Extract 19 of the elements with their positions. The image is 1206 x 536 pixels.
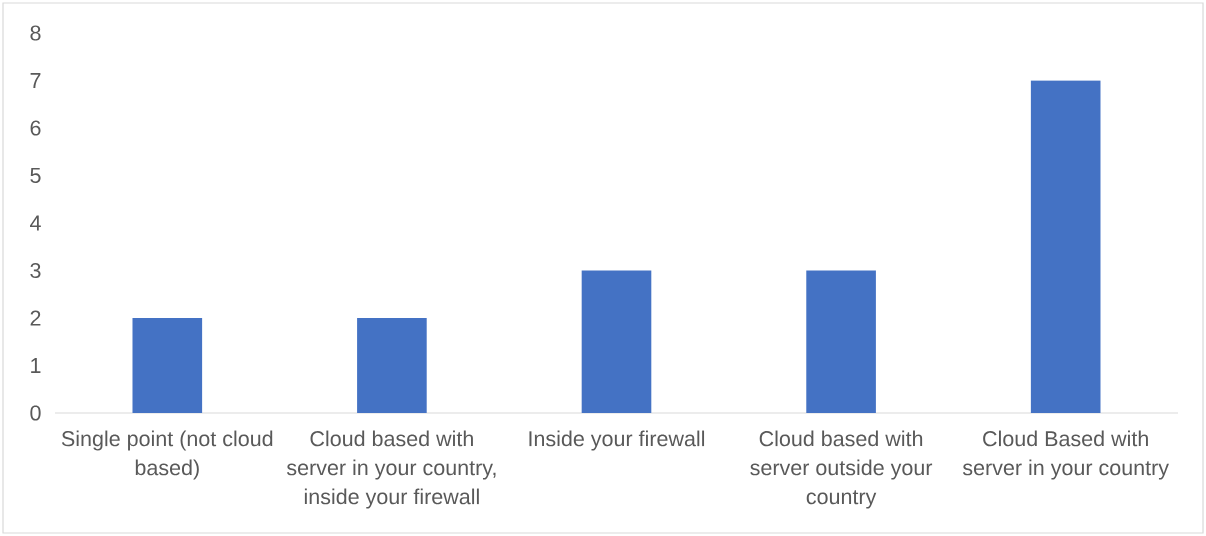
x-tick-label: Cloud Based with server in your country [962, 430, 1169, 480]
bar [357, 318, 427, 413]
y-tick-label: 3 [30, 262, 41, 279]
bar [1030, 80, 1101, 413]
y-tick-label: 4 [30, 215, 41, 231]
y-tick-label: 8 [30, 25, 41, 41]
x-tick-label: Single point (not cloud based) [61, 430, 273, 480]
x-tick-label: Cloud based with server in your country, inside your firewall [286, 430, 496, 509]
bar [806, 270, 876, 413]
y-tick-label: 6 [30, 120, 41, 136]
y-tick-label: 5 [30, 168, 41, 183]
y-tick-label: 7 [30, 73, 41, 88]
y-tick-label: 1 [31, 358, 41, 373]
y-tick-label: 0 [30, 405, 41, 421]
bar [581, 270, 652, 413]
x-tick-label: Inside your firewall [529, 430, 705, 451]
bar [132, 318, 203, 413]
x-tick-label: Cloud based with server outside your country [750, 430, 933, 509]
y-tick-label: 2 [30, 310, 41, 326]
